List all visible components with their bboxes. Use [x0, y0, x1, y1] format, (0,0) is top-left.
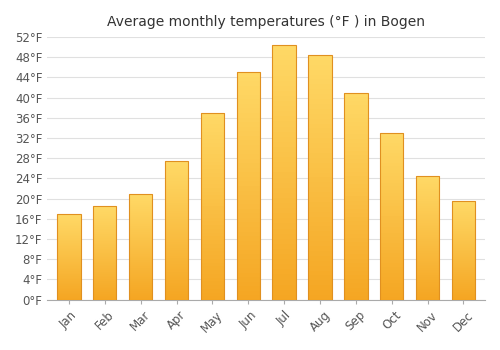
Bar	[452, 201, 475, 300]
Bar	[308, 55, 332, 300]
Bar	[416, 176, 440, 300]
Bar	[344, 93, 368, 300]
Bar	[380, 133, 404, 300]
Bar	[93, 206, 116, 300]
Bar	[272, 45, 296, 300]
Bar	[129, 194, 152, 300]
Bar	[165, 161, 188, 300]
Bar	[236, 72, 260, 300]
Title: Average monthly temperatures (°F ) in Bogen: Average monthly temperatures (°F ) in Bo…	[107, 15, 425, 29]
Bar	[200, 113, 224, 300]
Bar	[57, 214, 80, 300]
